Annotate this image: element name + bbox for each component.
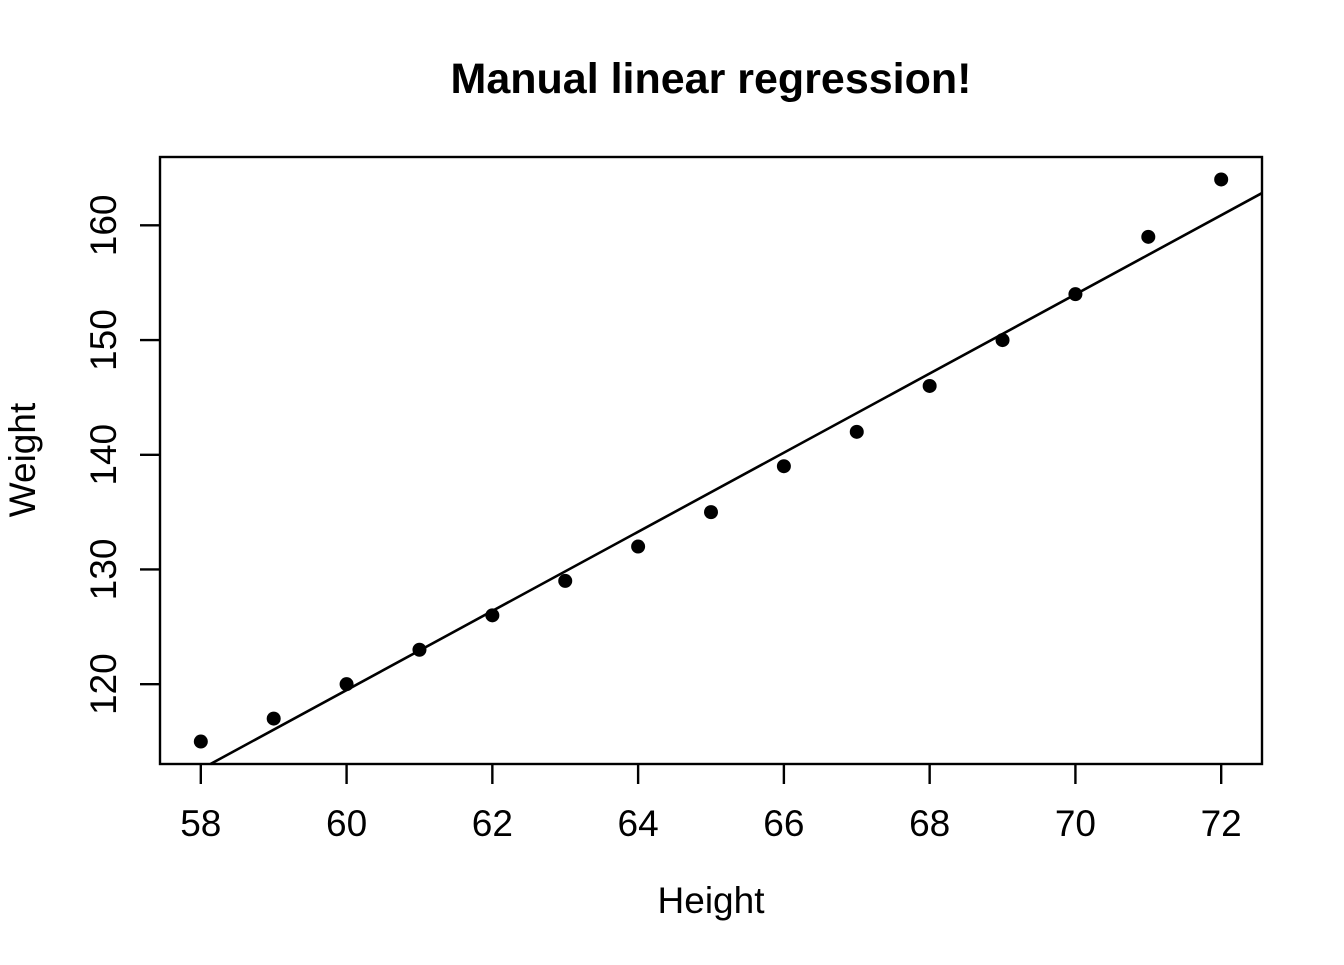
x-axis-label: Height bbox=[658, 880, 766, 921]
data-point bbox=[704, 505, 718, 520]
x-tick-label: 58 bbox=[180, 803, 221, 844]
y-axis-label: Weight bbox=[2, 402, 43, 517]
data-point bbox=[922, 378, 937, 393]
data-point bbox=[1214, 172, 1229, 187]
regression-line bbox=[209, 191, 1263, 766]
data-point bbox=[558, 573, 573, 588]
chart-title: Manual linear regression! bbox=[451, 55, 972, 103]
data-point bbox=[485, 608, 500, 623]
x-tick-label: 62 bbox=[472, 803, 513, 844]
data-point bbox=[631, 539, 646, 554]
data-point bbox=[849, 424, 864, 439]
data-point bbox=[776, 459, 791, 474]
y-tick-label: 160 bbox=[83, 194, 124, 256]
regression-line-layer bbox=[209, 191, 1263, 766]
x-tick-label: 60 bbox=[326, 803, 367, 844]
plot-frame bbox=[158, 155, 1264, 766]
y-tick-label: 140 bbox=[83, 424, 124, 486]
data-point bbox=[995, 333, 1010, 348]
axis-ticks bbox=[140, 224, 1223, 784]
data-point bbox=[1141, 229, 1156, 244]
y-tick-label: 130 bbox=[83, 539, 124, 601]
axis-tick-labels: 58 60 62 64 66 68 70 72 120 130 140 150 160 bbox=[83, 194, 1242, 844]
data-point bbox=[193, 734, 208, 749]
x-tick-label: 68 bbox=[909, 803, 950, 844]
data-point bbox=[412, 642, 427, 657]
y-tick-label: 150 bbox=[83, 309, 124, 371]
data-point bbox=[1068, 287, 1083, 302]
x-tick-label: 72 bbox=[1201, 803, 1242, 844]
scatter-points-layer bbox=[193, 172, 1229, 749]
x-tick-label: 64 bbox=[618, 803, 659, 844]
data-point bbox=[339, 677, 354, 692]
y-tick-label: 120 bbox=[83, 653, 124, 715]
data-point bbox=[266, 711, 281, 726]
x-tick-label: 66 bbox=[763, 803, 804, 844]
plot-box bbox=[158, 155, 1264, 766]
x-tick-label: 70 bbox=[1055, 803, 1096, 844]
